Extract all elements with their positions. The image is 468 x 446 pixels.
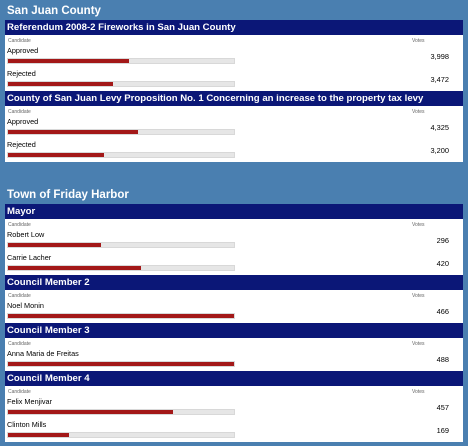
choice-name: Rejected xyxy=(7,69,36,78)
choice-name: Approved xyxy=(7,46,39,55)
vote-count: 169 xyxy=(436,426,449,435)
candidate-name: Clinton Mills xyxy=(7,420,47,429)
vote-bar-track xyxy=(7,409,235,415)
column-header-row: Candidate Votes xyxy=(5,338,463,348)
candidate-header: Candidate xyxy=(8,38,31,44)
choice-name: Rejected xyxy=(7,140,36,149)
vote-bar-track xyxy=(7,81,235,87)
vote-count: 457 xyxy=(436,403,449,412)
candidate-row: Anna Maria de Freitas 488 xyxy=(5,348,463,371)
candidate-name: Noel Monin xyxy=(7,301,44,310)
vote-bar-track xyxy=(7,242,235,248)
column-header-row: Candidate Votes xyxy=(5,290,463,300)
vote-count: 3,200 xyxy=(430,146,450,155)
votes-header: Votes xyxy=(412,109,425,115)
vote-bar-fill xyxy=(8,410,173,414)
column-header-row: Candidate Votes xyxy=(5,35,463,45)
vote-count: 3,998 xyxy=(430,52,450,61)
vote-bar-track xyxy=(7,432,235,438)
column-header-row: Candidate Votes xyxy=(5,106,463,116)
section-spacer xyxy=(0,162,468,184)
race-title: Referendum 2008-2 Fireworks in San Juan … xyxy=(5,20,463,35)
candidate-name: Anna Maria de Freitas xyxy=(7,349,79,358)
choice-row: Rejected 3,472 xyxy=(5,68,463,91)
votes-header: Votes xyxy=(412,389,425,395)
choice-row: Rejected 3,200 xyxy=(5,139,463,162)
vote-bar-track xyxy=(7,313,235,319)
candidate-header: Candidate xyxy=(8,109,31,115)
candidate-header: Candidate xyxy=(8,222,31,228)
vote-bar-track xyxy=(7,129,235,135)
candidate-row: Robert Low 296 xyxy=(5,229,463,252)
vote-bar-fill xyxy=(8,59,129,63)
candidate-row: Carrie Lacher 420 xyxy=(5,252,463,275)
race-title: Council Member 3 xyxy=(5,323,463,338)
column-header-row: Candidate Votes xyxy=(5,386,463,396)
vote-bar-track xyxy=(7,152,235,158)
section-title-town-of-friday-harbor: Town of Friday Harbor xyxy=(5,184,463,204)
candidate-header: Candidate xyxy=(8,389,31,395)
vote-bar-fill xyxy=(8,130,138,134)
votes-header: Votes xyxy=(412,222,425,228)
candidate-name: Robert Low xyxy=(7,230,45,239)
candidate-name: Felix Menjivar xyxy=(7,397,53,406)
vote-bar-fill xyxy=(8,153,105,157)
candidate-header: Candidate xyxy=(8,341,31,347)
column-header-row: Candidate Votes xyxy=(5,219,463,229)
vote-bar-fill xyxy=(8,314,234,318)
vote-bar-fill xyxy=(8,362,234,366)
vote-bar-track xyxy=(7,265,235,271)
section-panel-san-juan-county: Referendum 2008-2 Fireworks in San Juan … xyxy=(5,20,463,162)
vote-bar-fill xyxy=(8,433,70,437)
vote-bar-fill xyxy=(8,266,141,270)
votes-header: Votes xyxy=(412,38,425,44)
race-title: Council Member 4 xyxy=(5,371,463,386)
votes-header: Votes xyxy=(412,293,425,299)
vote-bar-track xyxy=(7,58,235,64)
race-title: Council Member 2 xyxy=(5,275,463,290)
candidate-row: Felix Menjivar 457 xyxy=(5,396,463,419)
vote-bar-track xyxy=(7,361,235,367)
vote-count: 420 xyxy=(436,259,449,268)
vote-bar-fill xyxy=(8,82,114,86)
choice-row: Approved 4,325 xyxy=(5,116,463,139)
vote-count: 488 xyxy=(436,355,449,364)
vote-count: 3,472 xyxy=(430,75,450,84)
candidate-header: Candidate xyxy=(8,293,31,299)
vote-count: 4,325 xyxy=(430,123,450,132)
choice-row: Approved 3,998 xyxy=(5,45,463,68)
candidate-row: Noel Monin 466 xyxy=(5,300,463,323)
race-title: County of San Juan Levy Proposition No. … xyxy=(5,91,463,106)
candidate-name: Carrie Lacher xyxy=(7,253,52,262)
section-panel-friday-harbor: Mayor Candidate Votes Robert Low 296 Car… xyxy=(5,204,463,442)
section-title-san-juan-county: San Juan County xyxy=(5,0,463,20)
vote-count: 466 xyxy=(436,307,449,316)
vote-bar-fill xyxy=(8,243,102,247)
votes-header: Votes xyxy=(412,341,425,347)
race-title: Mayor xyxy=(5,204,463,219)
vote-count: 296 xyxy=(436,236,449,245)
choice-name: Approved xyxy=(7,117,39,126)
candidate-row: Clinton Mills 169 xyxy=(5,419,463,442)
